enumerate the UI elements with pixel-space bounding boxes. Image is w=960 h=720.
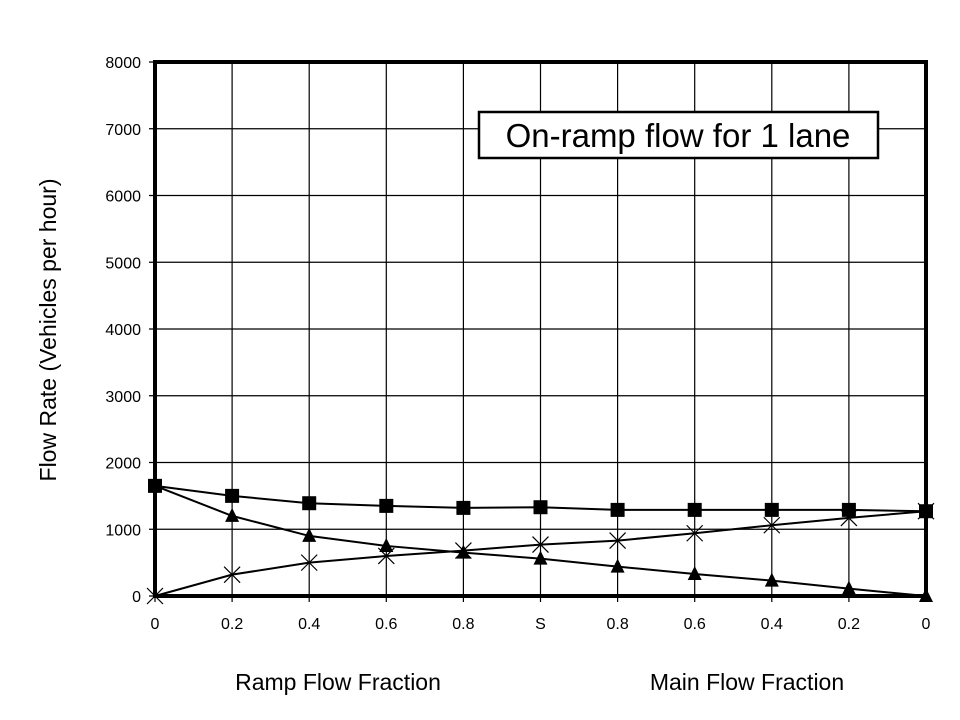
y-tick-label: 5000 <box>105 255 141 272</box>
y-tick-label: 8000 <box>105 55 141 72</box>
chart-title: On-ramp flow for 1 lane <box>506 117 851 154</box>
x-tick-label: 0.4 <box>298 616 320 633</box>
y-axis-label: Flow Rate (Vehicles per hour) <box>35 179 61 482</box>
x-marker <box>454 542 472 560</box>
x-axis-label-left: Ramp Flow Fraction <box>235 669 441 695</box>
x-marker-stroke <box>454 542 472 560</box>
x-tick-label: 0.8 <box>606 616 628 633</box>
x-marker-stroke <box>840 509 858 527</box>
x-marker-stroke <box>763 516 781 534</box>
x-tick-label: 0.4 <box>761 616 783 633</box>
x-marker <box>609 532 627 550</box>
square-marker <box>379 498 394 513</box>
square-marker <box>302 496 317 511</box>
x-tick-label: 0.6 <box>684 616 706 633</box>
triangle-marker <box>302 527 317 542</box>
y-tick-label: 6000 <box>105 189 141 206</box>
triangle-marker <box>379 537 394 552</box>
y-tick-label: 3000 <box>105 389 141 406</box>
triangle-marker <box>764 572 779 587</box>
title-box: On-ramp flow for 1 lane <box>477 110 880 160</box>
x-tick-label: 0.2 <box>838 616 860 633</box>
y-tick-label: 0 <box>132 589 141 606</box>
triangle-marker <box>687 565 702 580</box>
x-marker <box>223 566 241 584</box>
x-axis-label-right: Main Flow Fraction <box>650 669 844 695</box>
x-marker-stroke <box>223 566 241 584</box>
square-marker <box>687 502 702 517</box>
x-tick-label: 0.2 <box>221 616 243 633</box>
triangle-marker <box>610 558 625 573</box>
square-marker <box>225 488 240 503</box>
square-marker <box>610 502 625 517</box>
x-marker-stroke <box>300 554 318 572</box>
x-marker <box>763 516 781 534</box>
triangle-marker <box>225 507 240 522</box>
x-marker <box>840 509 858 527</box>
x-marker <box>532 536 549 554</box>
square-marker <box>533 500 548 515</box>
square-marker <box>456 500 471 515</box>
x-marker-stroke <box>532 536 549 554</box>
x-tick-label: 0.6 <box>375 616 397 633</box>
x-marker <box>686 524 704 542</box>
x-tick-label: 0.8 <box>452 616 474 633</box>
y-tick-label: 2000 <box>105 456 141 473</box>
y-tick-label: 4000 <box>105 322 141 339</box>
x-marker <box>300 554 318 572</box>
x-tick-label: 0 <box>151 616 160 633</box>
square-marker <box>841 502 856 517</box>
x-marker-stroke <box>609 532 627 550</box>
y-tick-label: 7000 <box>105 122 141 139</box>
x-marker <box>377 547 395 565</box>
plot-frame <box>153 60 928 598</box>
x-marker-stroke <box>686 524 704 542</box>
x-tick-label: S <box>535 616 546 633</box>
x-tick-label: 0 <box>922 616 931 633</box>
x-marker-stroke <box>377 547 395 565</box>
square-marker <box>764 502 779 517</box>
triangle-marker <box>456 544 471 559</box>
triangle-marker <box>533 550 548 565</box>
triangle-marker <box>841 580 856 595</box>
y-tick-label: 1000 <box>105 522 141 539</box>
